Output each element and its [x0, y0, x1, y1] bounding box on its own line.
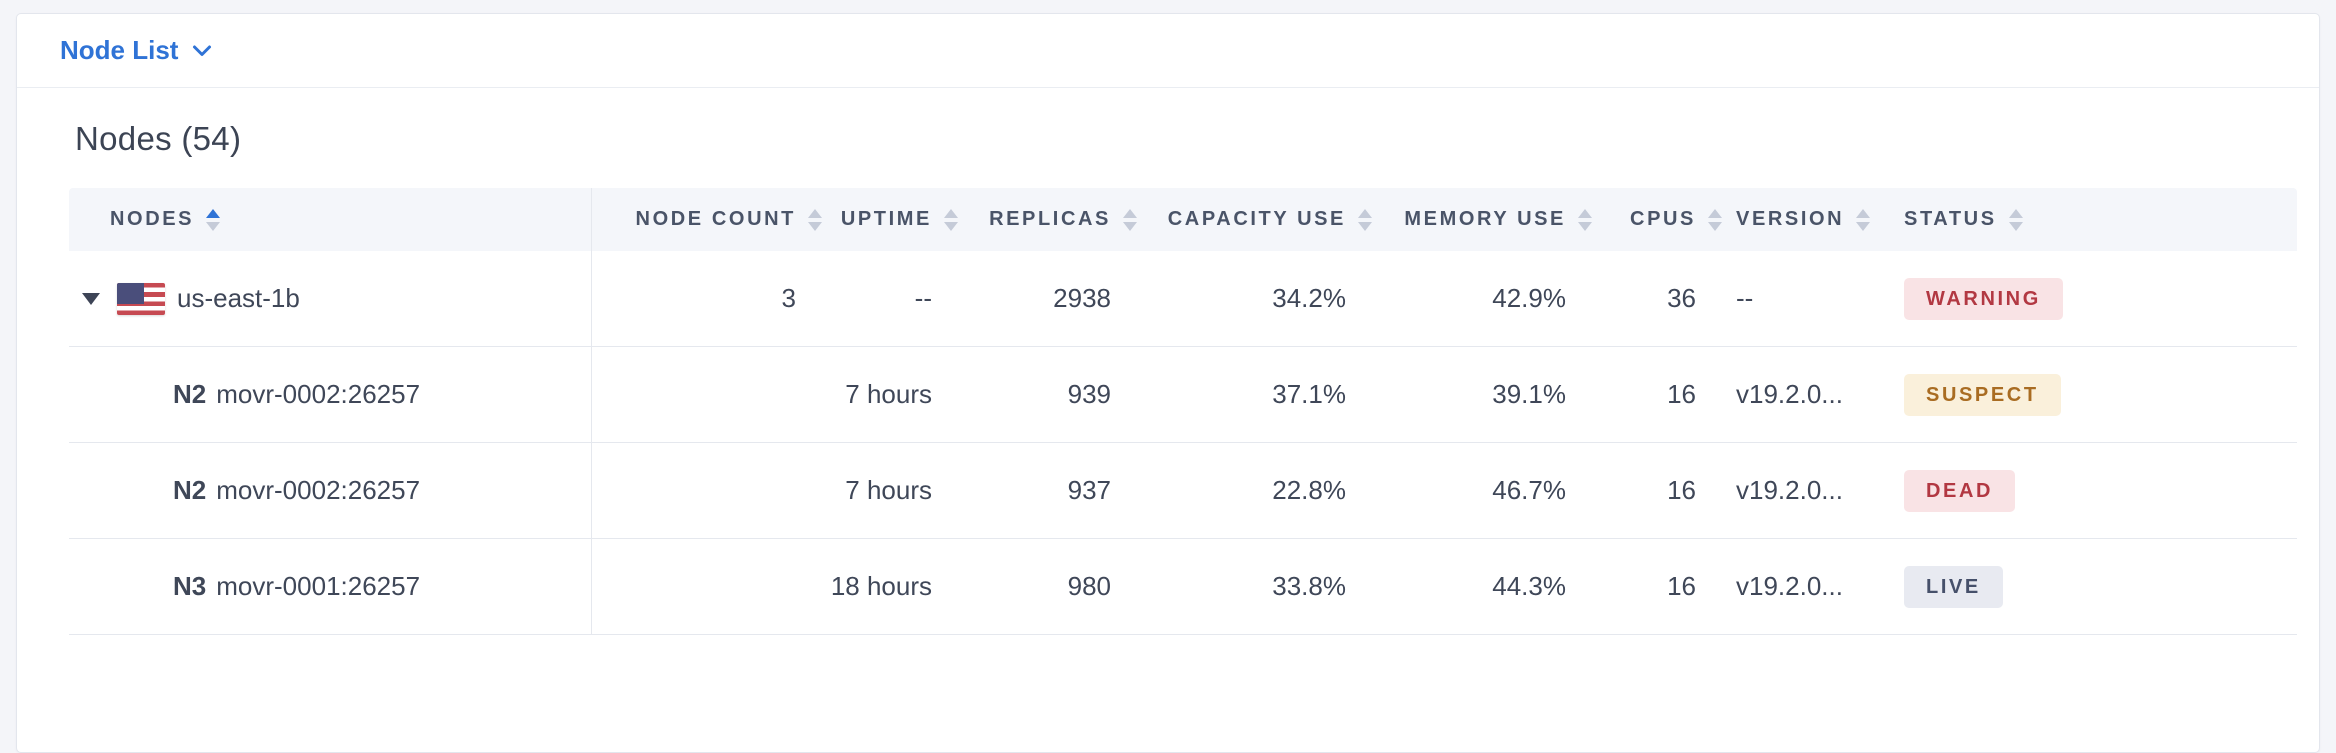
- cell-node-count: [592, 539, 822, 634]
- sort-icon: [1578, 208, 1592, 231]
- node-address: movr-0002:26257: [216, 475, 421, 505]
- column-label: NODE COUNT: [635, 208, 796, 230]
- cell-version: v19.2.0...: [1736, 571, 1843, 601]
- node-address: movr-0001:26257: [216, 571, 421, 601]
- cell-node-count: 3: [781, 283, 796, 313]
- sort-icon: [1358, 208, 1372, 231]
- sort-icon: [808, 208, 822, 231]
- cell-version: v19.2.0...: [1736, 379, 1843, 409]
- status-badge: WARNING: [1904, 277, 2063, 320]
- sort-icon: [206, 208, 221, 231]
- cell-status: SUSPECT: [1890, 347, 2297, 442]
- status-badge: DEAD: [1904, 469, 2016, 512]
- node-id: N3: [173, 571, 207, 601]
- column-label: REPLICAS: [989, 208, 1111, 230]
- cell-uptime: 18 hours: [830, 571, 932, 601]
- cell-version: v19.2.0...: [1736, 475, 1843, 505]
- cell-node-count: [592, 347, 822, 442]
- status-badge: SUSPECT: [1904, 373, 2061, 416]
- cell-node-count: [592, 443, 822, 538]
- cell-replicas: 980: [1067, 571, 1111, 601]
- cell-memory-use: 44.3%: [1492, 571, 1566, 601]
- node-id: N2: [173, 475, 207, 505]
- table-row-node[interactable]: N3 movr-0001:26257 18 hours 980 33.8% 44…: [69, 539, 2297, 635]
- view-switcher-bar: Node List: [17, 14, 2319, 88]
- column-label: STATUS: [1904, 208, 1997, 230]
- sort-icon: [944, 208, 958, 231]
- cell-cpus: 36: [1667, 283, 1696, 313]
- node-address: movr-0002:26257: [216, 379, 421, 409]
- nodes-table: NODES NODE COUNT UPTIME REPLICAS CAPACIT…: [69, 188, 2297, 635]
- cell-capacity-use: 22.8%: [1272, 475, 1346, 505]
- column-label: VERSION: [1736, 208, 1845, 230]
- cell-memory-use: 42.9%: [1492, 283, 1566, 313]
- chevron-down-icon: [193, 45, 212, 56]
- sort-icon: [1856, 208, 1871, 231]
- status-badge: LIVE: [1904, 565, 2003, 608]
- cell-uptime: 7 hours: [845, 379, 932, 409]
- column-header-node-count[interactable]: NODE COUNT: [592, 188, 822, 251]
- region-cell: us-east-1b: [69, 251, 592, 346]
- cell-memory-use: 46.7%: [1492, 475, 1566, 505]
- column-header-nodes[interactable]: NODES: [69, 188, 592, 251]
- node-id: N2: [173, 379, 207, 409]
- column-header-status[interactable]: STATUS: [1890, 188, 2297, 251]
- cell-status: LIVE: [1890, 539, 2297, 634]
- collapse-caret-icon[interactable]: [82, 292, 100, 305]
- node-cell: N3 movr-0001:26257: [69, 539, 592, 634]
- view-dropdown[interactable]: Node List: [60, 35, 212, 66]
- cell-capacity-use: 37.1%: [1272, 379, 1346, 409]
- column-label: CAPACITY USE: [1167, 208, 1346, 230]
- table-row-node[interactable]: N2 movr-0002:26257 7 hours 939 37.1% 39.…: [69, 347, 2297, 443]
- view-dropdown-label: Node List: [60, 35, 179, 65]
- node-cell: N2 movr-0002:26257: [69, 347, 592, 442]
- column-header-capacity-use[interactable]: CAPACITY USE: [1137, 188, 1372, 251]
- column-header-version[interactable]: VERSION: [1722, 188, 1890, 251]
- cell-replicas: 939: [1067, 379, 1111, 409]
- cell-uptime: --: [914, 283, 932, 313]
- column-header-cpus[interactable]: CPUS: [1592, 188, 1722, 251]
- node-list-card: Node List Nodes (54) NODES NODE COUNT UP…: [16, 13, 2320, 753]
- sort-icon: [1708, 208, 1722, 231]
- column-label: MEMORY USE: [1404, 208, 1566, 230]
- cell-capacity-use: 33.8%: [1272, 571, 1346, 601]
- region-name: us-east-1b: [177, 283, 300, 313]
- cell-capacity-use: 34.2%: [1272, 283, 1346, 313]
- cell-uptime: 7 hours: [845, 475, 932, 505]
- table-header-row: NODES NODE COUNT UPTIME REPLICAS CAPACIT…: [69, 188, 2297, 251]
- node-cell: N2 movr-0002:26257: [69, 443, 592, 538]
- cell-status: DEAD: [1890, 443, 2297, 538]
- column-header-memory-use[interactable]: MEMORY USE: [1372, 188, 1592, 251]
- column-label: UPTIME: [840, 208, 932, 230]
- column-label: CPUS: [1630, 208, 1696, 230]
- cell-cpus: 16: [1667, 571, 1696, 601]
- sort-icon: [1123, 208, 1137, 231]
- page-title: Nodes (54): [75, 120, 242, 157]
- cell-memory-use: 39.1%: [1492, 379, 1566, 409]
- cell-status: WARNING: [1890, 251, 2297, 346]
- table-row-node[interactable]: N2 movr-0002:26257 7 hours 937 22.8% 46.…: [69, 443, 2297, 539]
- column-header-uptime[interactable]: UPTIME: [822, 188, 958, 251]
- column-header-replicas[interactable]: REPLICAS: [958, 188, 1137, 251]
- cell-cpus: 16: [1667, 379, 1696, 409]
- sort-icon: [2008, 208, 2023, 231]
- column-label: NODES: [110, 208, 195, 230]
- cell-replicas: 937: [1067, 475, 1111, 505]
- cell-replicas: 2938: [1053, 283, 1111, 313]
- cell-cpus: 16: [1667, 475, 1696, 505]
- cell-version: --: [1736, 283, 1754, 313]
- table-row-region[interactable]: us-east-1b 3 -- 2938 34.2% 42.9% 36 -- W…: [69, 251, 2297, 347]
- us-flag-icon: [117, 282, 165, 315]
